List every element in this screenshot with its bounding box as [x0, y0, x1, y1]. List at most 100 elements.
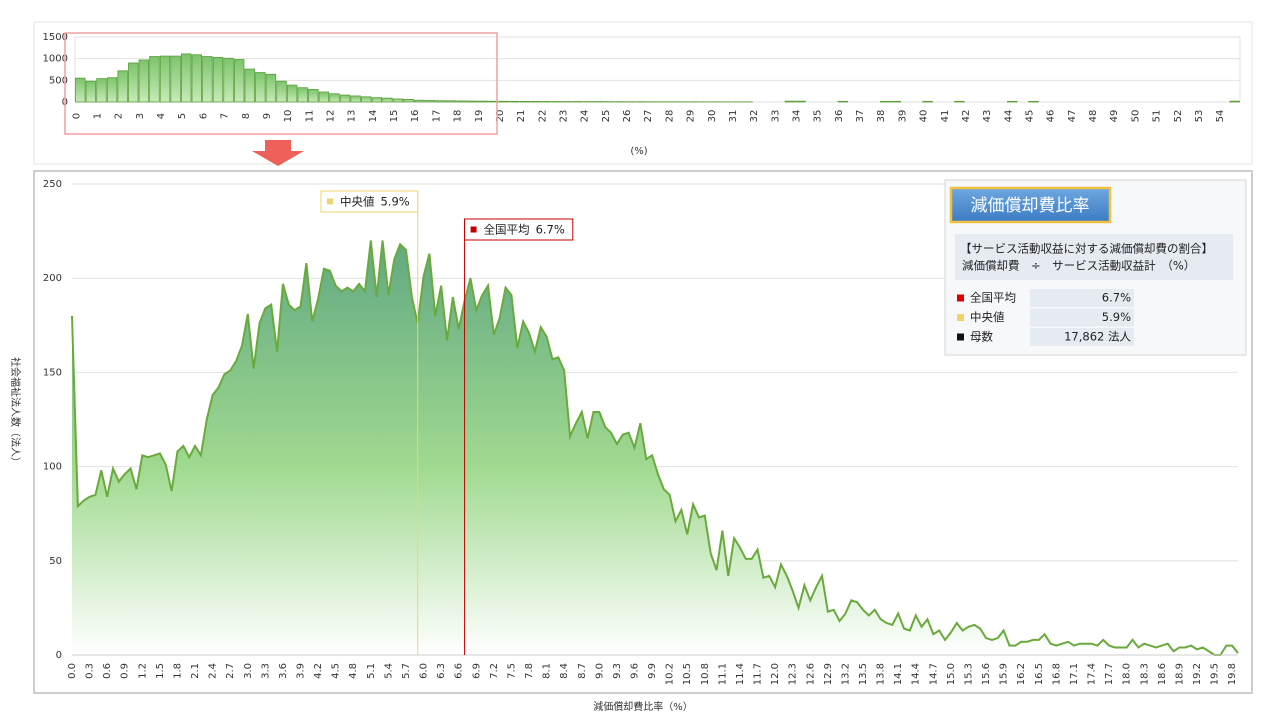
x-tick-label: 14.7	[928, 663, 939, 685]
bar	[435, 100, 446, 103]
x-tick-label: 27	[643, 110, 654, 123]
x-tick-label: 13.8	[876, 663, 887, 685]
y-axis-label: 社会福祉法人数（法人）	[9, 357, 22, 467]
x-tick-label: 52	[1173, 110, 1184, 123]
x-tick-label: 15.6	[981, 663, 992, 685]
bar	[244, 68, 255, 103]
x-tick-label: 3.9	[296, 663, 307, 679]
x-tick-label: 14.1	[893, 663, 904, 685]
bar	[498, 100, 510, 103]
x-tick-label: 17.4	[1087, 663, 1098, 685]
x-tick-label: 3.3	[260, 663, 271, 679]
x-tick-label: 1	[92, 113, 103, 119]
y-tick-label: 50	[49, 556, 62, 567]
x-tick-label: 29	[686, 110, 697, 123]
x-tick-label: 4.5	[331, 663, 342, 679]
y-tick-label: 250	[43, 179, 62, 190]
row-marker	[957, 294, 964, 302]
bar	[361, 96, 372, 103]
x-tick-label: 5	[177, 113, 188, 119]
bar	[509, 100, 520, 103]
annotation-box	[464, 218, 574, 241]
bar	[233, 59, 245, 103]
x-tick-label: 5.1	[366, 663, 377, 679]
x-tick-label: 54	[1215, 110, 1226, 123]
line	[71, 240, 1239, 656]
x-tick-label: 11.7	[753, 663, 764, 685]
x-tick-label: 2	[114, 113, 125, 119]
bar	[350, 95, 361, 103]
bar	[202, 56, 213, 103]
x-tick-label: 47	[1067, 110, 1078, 123]
bar	[96, 78, 107, 103]
x-tick-label: 10.5	[682, 663, 693, 685]
x-tick-label: 9.9	[647, 663, 658, 679]
x-tick-label: 16.8	[1051, 663, 1062, 685]
x-tick-label: 17	[431, 110, 442, 123]
bar	[890, 100, 901, 103]
x-tick-label: 1.2	[137, 663, 148, 679]
bar	[286, 84, 298, 103]
x-tick-label: 3	[135, 113, 146, 119]
x-tick-label: 35	[813, 110, 824, 123]
x-tick-label: 17.7	[1104, 663, 1115, 685]
x-tick-label: 6.9	[471, 663, 482, 679]
x-tick-label: 19.5	[1210, 663, 1221, 685]
bar	[191, 54, 202, 103]
bar	[519, 100, 531, 103]
bar	[403, 99, 414, 103]
row-label: 母数	[970, 330, 993, 344]
x-tick-label: 24	[580, 110, 591, 123]
info-panel: 減価償却費比率 【サービス活動収益に対する減価償却費の割合】 減価償却費 ÷ サ…	[944, 179, 1247, 356]
x-tick-label: 21	[516, 110, 527, 123]
annotation-label: 全国平均	[484, 223, 530, 237]
zoom-arrow	[252, 140, 304, 166]
annotation: 全国平均 6.7%	[464, 218, 574, 241]
description: 減価償却費 ÷ サービス活動収益計 （%）	[962, 259, 1195, 273]
x-tick-label: 22	[537, 110, 548, 123]
x-tick-label: 0	[71, 113, 82, 119]
row-value: 17,862 法人	[1064, 330, 1131, 344]
bar	[159, 55, 171, 103]
x-tick-label: 8	[241, 113, 252, 119]
x-tick-label: 41	[940, 110, 951, 123]
x-tick-label: 19	[474, 110, 485, 123]
x-tick-label: 1.8	[172, 663, 183, 679]
bar	[954, 100, 965, 103]
y-tick-label: 500	[49, 75, 68, 86]
x-tick-label: 14.4	[911, 663, 922, 685]
x-tick-label: 16.5	[1034, 663, 1045, 685]
bar	[1007, 100, 1018, 103]
x-tick-label: 49	[1109, 110, 1120, 123]
x-tick-label: 51	[1152, 110, 1163, 123]
y-tick-label: 1000	[43, 54, 68, 65]
x-tick-label: 23	[558, 110, 569, 123]
x-tick-label: 14	[368, 110, 379, 123]
bar	[223, 57, 234, 103]
x-tick-label: 12	[325, 110, 336, 123]
bar	[488, 100, 499, 103]
x-tick-label: 8.1	[542, 663, 553, 679]
x-tick-label: 0.0	[67, 663, 78, 679]
x-tick-label: 37	[855, 110, 866, 123]
x-tick-label: 15.3	[963, 663, 974, 685]
x-tick-label: 7.2	[489, 663, 500, 679]
x-tick-label: 3.6	[278, 663, 289, 679]
x-tick-label: 8.7	[577, 663, 588, 679]
x-tick-label: 10.2	[665, 663, 676, 685]
bar	[181, 53, 192, 103]
panel-rows: 全国平均 6.7% 中央値 5.9% 母数 17,862 法人	[957, 289, 1134, 346]
annotation-label: 中央値	[340, 195, 375, 209]
bar	[170, 55, 181, 103]
x-tick-label: 2.7	[225, 663, 236, 679]
x-tick-label: 16	[410, 110, 421, 123]
bar	[318, 91, 330, 103]
bar	[445, 100, 457, 103]
x-tick-label: 4.2	[313, 663, 324, 679]
x-tick-label: 3.0	[243, 663, 254, 679]
bar	[466, 100, 478, 103]
